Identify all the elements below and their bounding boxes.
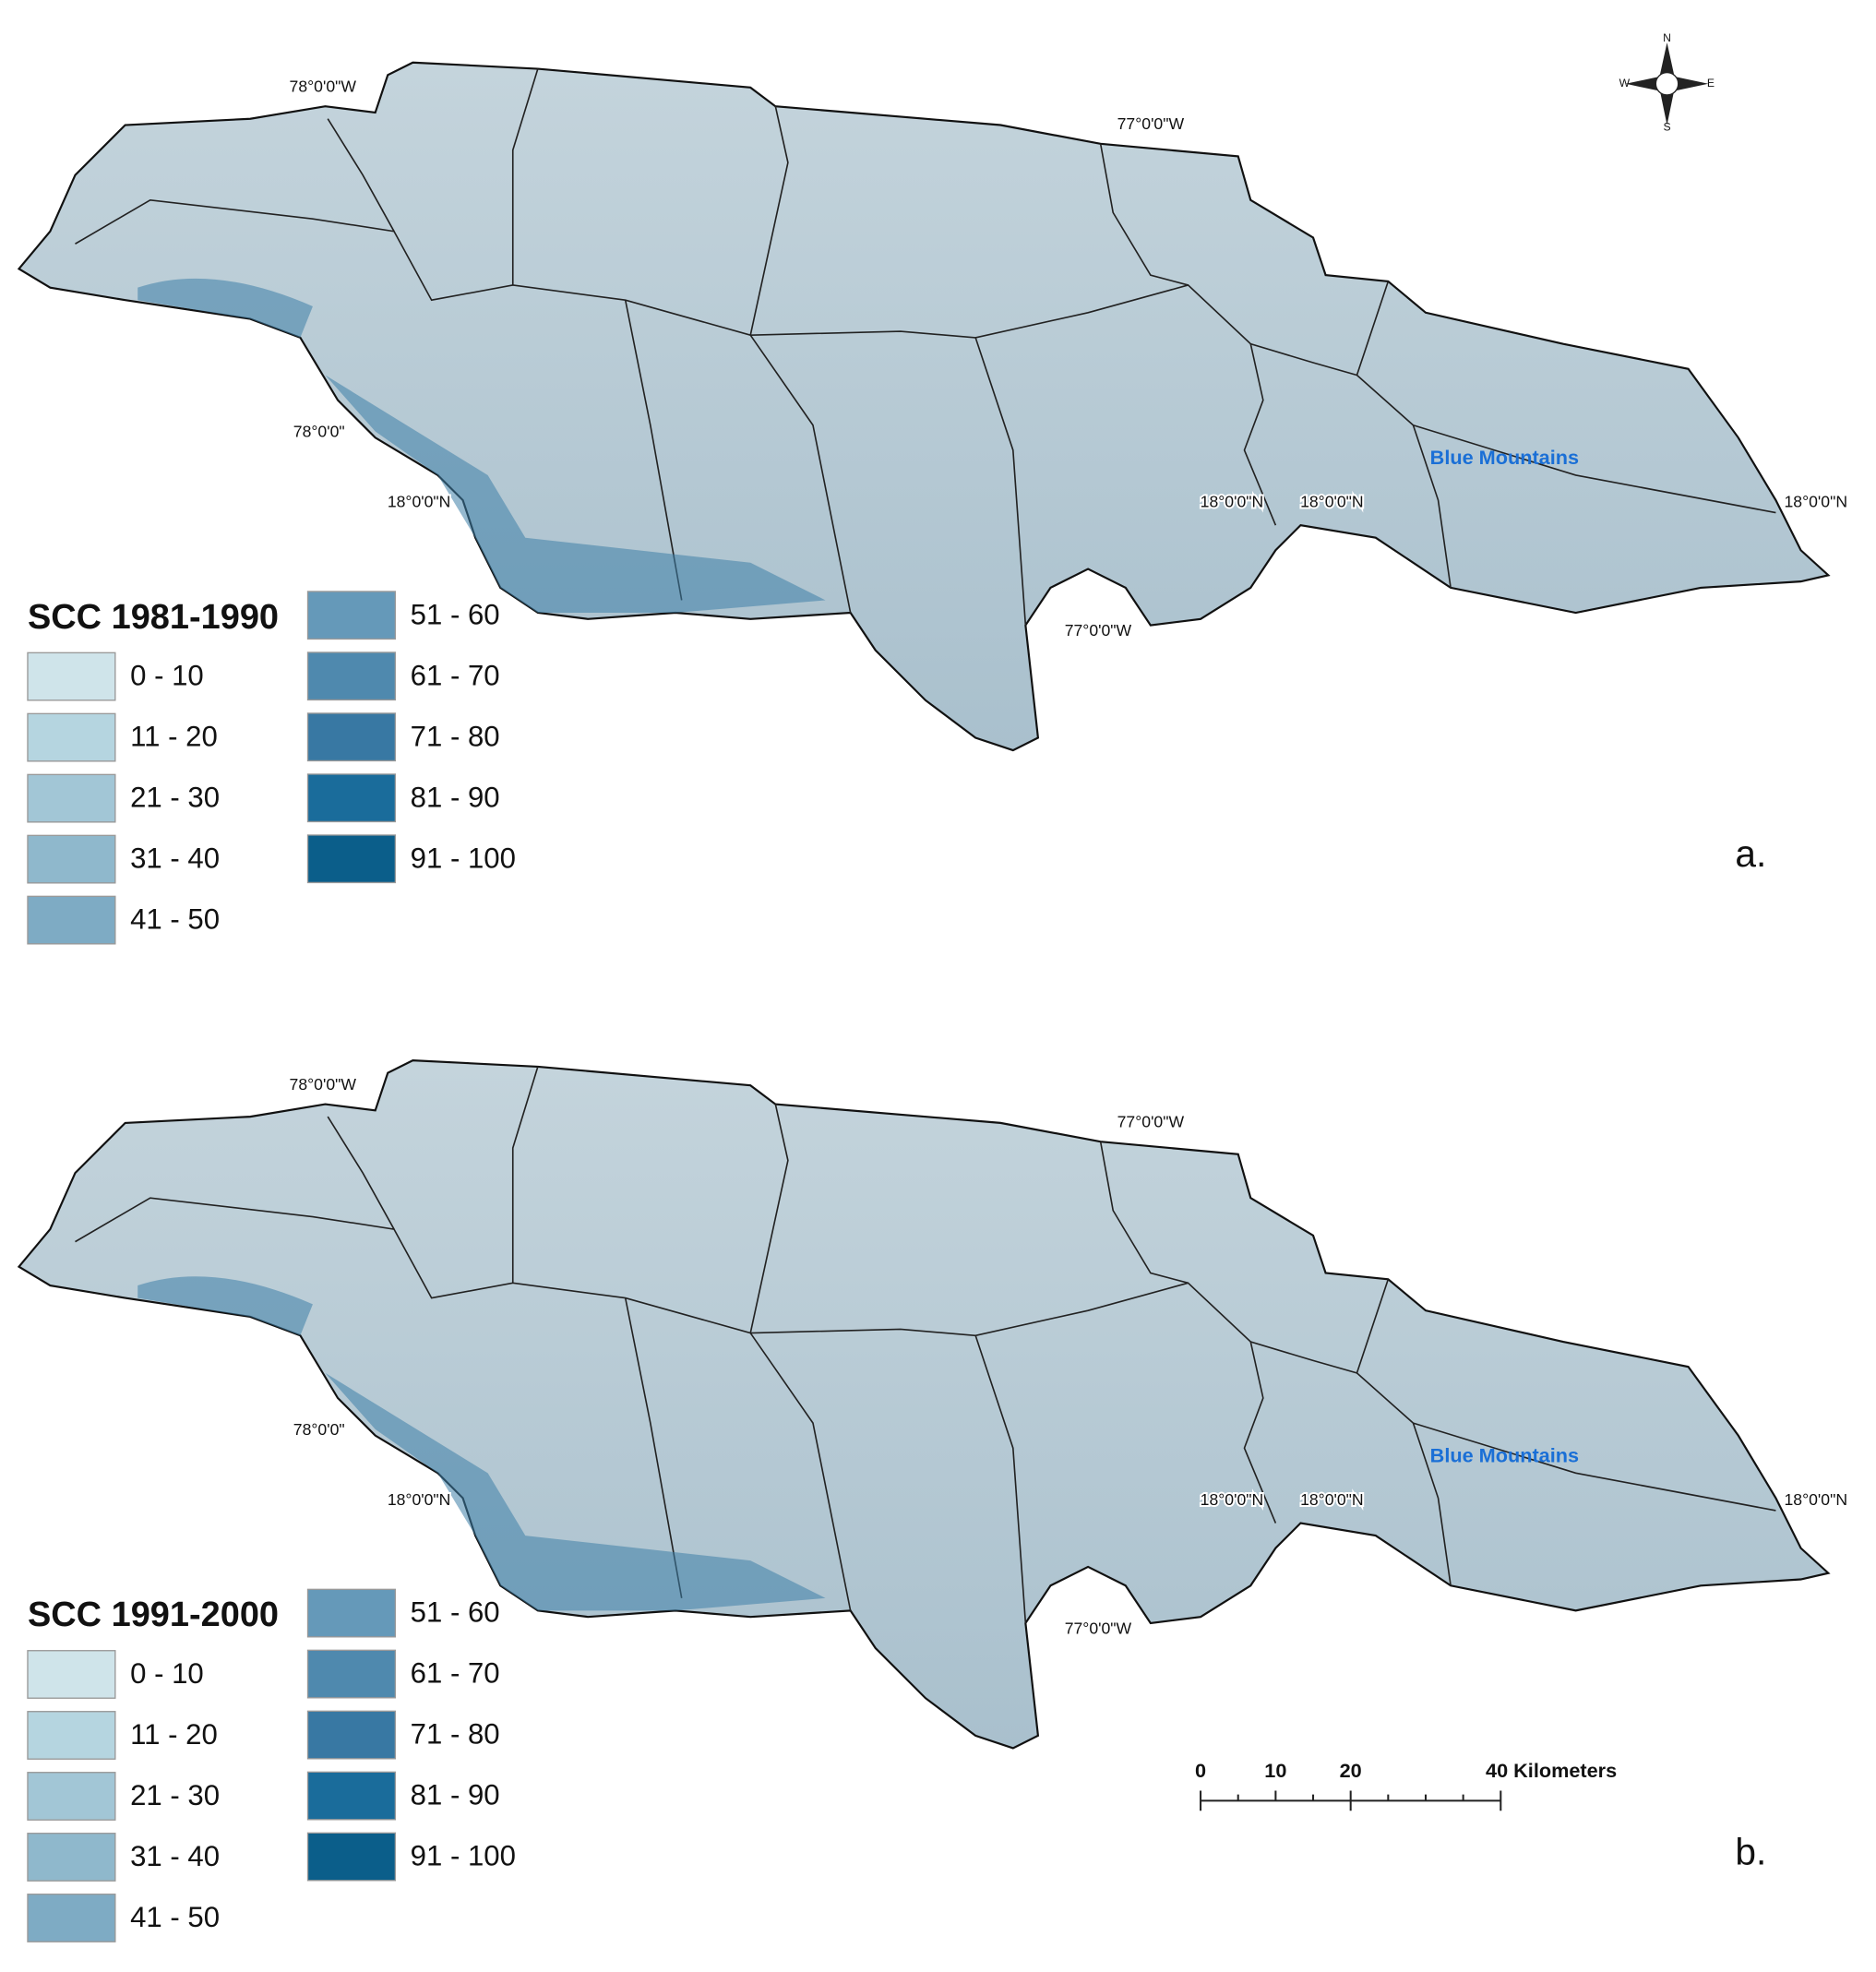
scale-label: 20 — [1340, 1759, 1362, 1782]
panel-letter: a. — [1735, 832, 1766, 875]
legend-label: 51 - 60 — [411, 598, 500, 630]
coordinate-label: 18°0'0"N — [1785, 1490, 1848, 1509]
legend-swatch — [27, 1711, 116, 1760]
island-map — [18, 61, 1830, 752]
legend-label: 31 - 40 — [130, 843, 220, 875]
legend-label: 91 - 100 — [411, 842, 516, 874]
legend-label: 41 - 50 — [130, 1901, 220, 1933]
legend-swatch — [306, 1710, 397, 1760]
legend-swatch — [306, 1649, 397, 1699]
compass-letter: W — [1619, 77, 1631, 90]
legend-swatch — [306, 834, 397, 884]
legend-label: 61 - 70 — [411, 659, 500, 691]
coordinate-label: 18°0'0"N — [1300, 492, 1364, 510]
legend-label: 81 - 90 — [411, 781, 500, 813]
legend-swatch — [306, 773, 397, 823]
legend-label: 21 - 30 — [130, 782, 220, 814]
coordinate-label: 78°0'0" — [293, 423, 345, 441]
compass-letter: E — [1707, 77, 1715, 90]
legend-swatch — [27, 651, 116, 701]
legend-swatch — [306, 651, 397, 701]
scale-ruler — [1200, 1790, 1502, 1811]
legend-label: 71 - 80 — [411, 1718, 500, 1751]
coordinate-label: 18°0'0"N — [388, 492, 451, 510]
legend-swatch — [306, 1832, 397, 1882]
legend-label: 0 - 10 — [130, 1657, 204, 1690]
legend-label: 31 - 40 — [130, 1840, 220, 1872]
coordinate-label: 18°0'0"N — [1785, 492, 1848, 510]
legend-label: 41 - 50 — [130, 903, 220, 936]
legend-label: 61 - 70 — [411, 1657, 500, 1690]
island-map — [18, 1059, 1830, 1750]
coordinate-label: 78°0'0" — [293, 1420, 345, 1439]
legend-label: 81 - 90 — [411, 1779, 500, 1811]
legend-swatch — [306, 1588, 397, 1638]
panel-letter: b. — [1735, 1830, 1766, 1872]
compass-letter: S — [1663, 120, 1670, 133]
legend-swatch — [27, 1650, 116, 1699]
legend-swatch — [27, 712, 116, 762]
panel: 78°0'0"W 77°0'0"W 78°0'0" 18°0'0"N 18°0'0"N 1… — [18, 61, 1849, 945]
legend-swatch — [306, 1771, 397, 1821]
legend-label: 71 - 80 — [411, 720, 500, 752]
legend-swatch — [27, 1833, 116, 1882]
legend-swatch — [306, 712, 397, 762]
legend-swatch — [306, 591, 397, 640]
coordinate-label: 77°0'0"W — [1065, 621, 1132, 639]
legend-swatch — [27, 1894, 116, 1942]
coordinate-label: 78°0'0"W — [290, 78, 357, 96]
coordinate-label: 18°0'0"N — [388, 1490, 451, 1509]
compass-center — [1655, 71, 1679, 96]
place-label: Blue Mountains — [1430, 446, 1579, 469]
scale-unit-label: 40 Kilometers — [1486, 1759, 1617, 1782]
legend-label: 11 - 20 — [130, 1718, 218, 1751]
scale-bar: 0 10 20 40 Kilometers — [1195, 1759, 1617, 1811]
coordinate-label: 77°0'0"W — [1117, 1113, 1185, 1131]
legend-label: 91 - 100 — [411, 1840, 516, 1872]
legend-title: SCC 1981-1990 — [28, 598, 279, 637]
legend-swatch — [27, 895, 116, 945]
coordinate-label: 18°0'0"N — [1300, 1490, 1364, 1509]
legend-swatch — [27, 834, 116, 884]
scale-label: 0 — [1195, 1759, 1206, 1782]
coordinate-label: 78°0'0"W — [290, 1075, 357, 1094]
legend-label: 11 - 20 — [130, 721, 218, 753]
place-label: Blue Mountains — [1430, 1443, 1579, 1466]
north-arrow: N S E W — [1619, 31, 1715, 133]
scale-label: 10 — [1264, 1759, 1286, 1782]
compass-letter: N — [1663, 31, 1671, 44]
legend-swatch — [27, 773, 116, 823]
legend-label: 51 - 60 — [411, 1596, 500, 1629]
coordinate-label: 18°0'0"N — [1201, 492, 1264, 510]
legend-label: 0 - 10 — [130, 660, 204, 692]
coordinate-label: 18°0'0"N — [1201, 1490, 1264, 1509]
legend-label: 21 - 30 — [130, 1779, 220, 1811]
coordinate-label: 77°0'0"W — [1065, 1619, 1132, 1637]
panel: 78°0'0"W 77°0'0"W 78°0'0" 18°0'0"N 18°0'0"N 1… — [18, 1059, 1849, 1942]
coordinate-label: 77°0'0"W — [1117, 114, 1185, 133]
legend-title: SCC 1991-2000 — [28, 1596, 279, 1634]
legend-swatch — [27, 1772, 116, 1821]
